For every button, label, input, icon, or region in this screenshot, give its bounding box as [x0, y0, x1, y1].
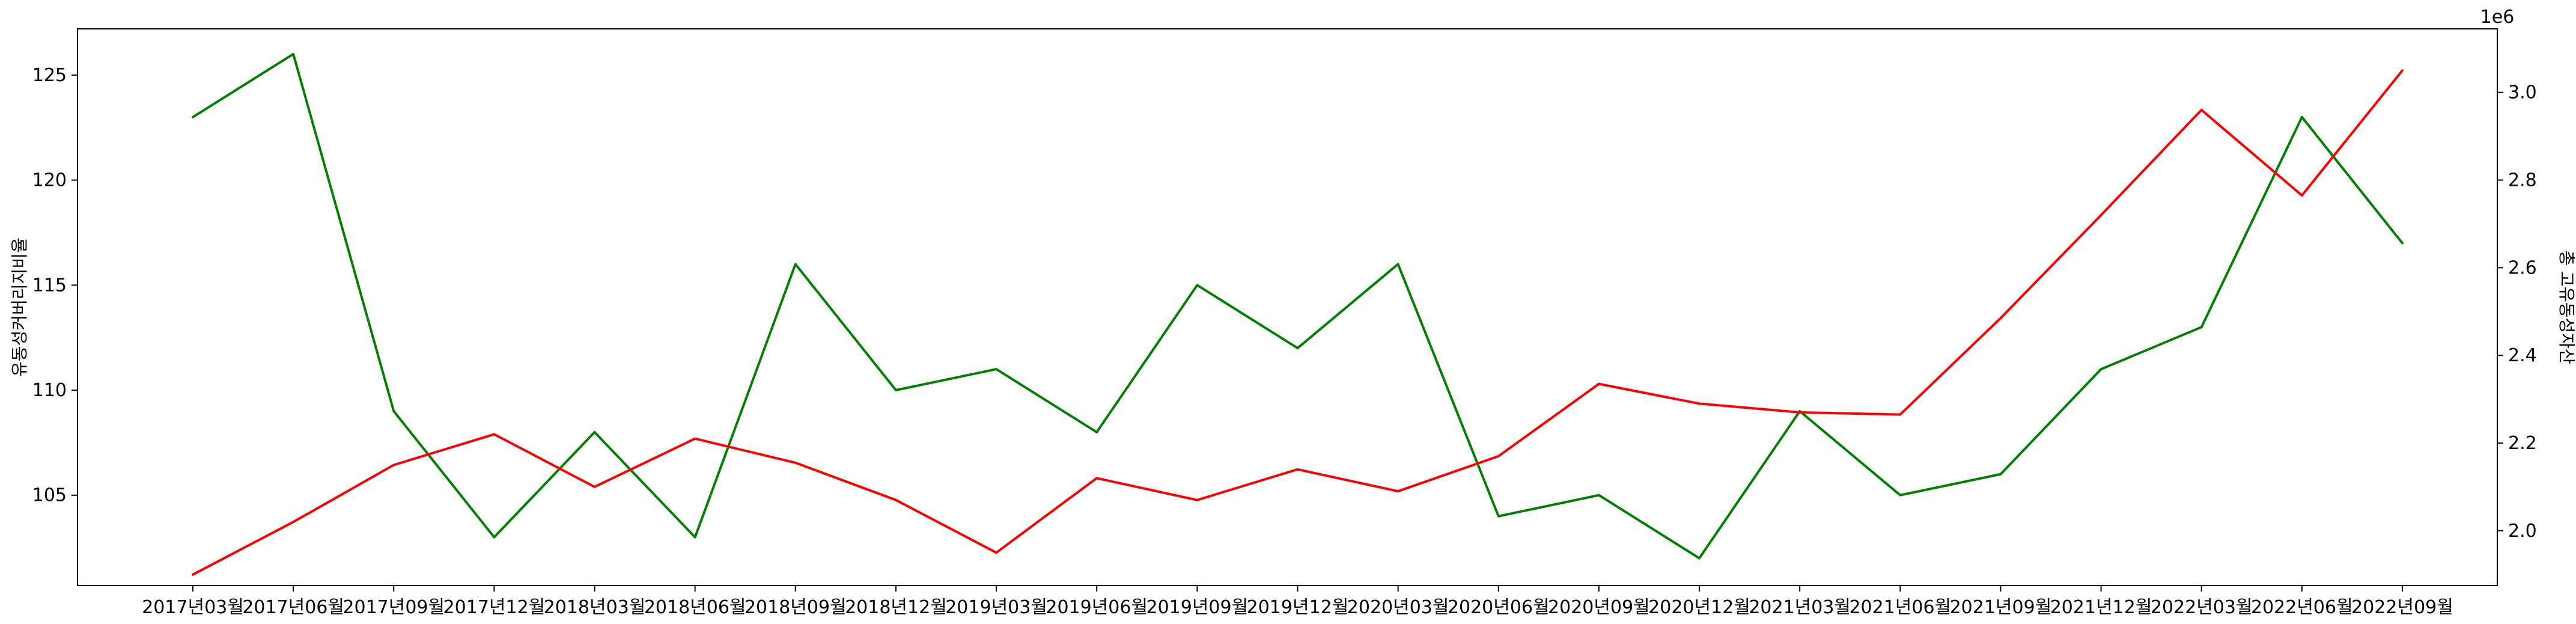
x-tick-label: 2022년09월 — [2351, 597, 2453, 618]
red-series-line — [192, 69, 2404, 576]
x-tick-label: 2021년09월 — [1950, 597, 2052, 618]
left-y-tick-label: 110 — [32, 380, 67, 401]
right-y-axis: 2.0 2.2 2.4 2.6 2.8 3.0 — [2497, 82, 2537, 542]
x-tick-label: 2020년12월 — [1648, 597, 1750, 618]
left-y-tick-label: 120 — [32, 170, 67, 191]
series-layer — [192, 52, 2404, 576]
x-tick-label: 2019년03월 — [945, 597, 1047, 618]
x-tick-label: 2019년06월 — [1046, 597, 1148, 618]
x-tick-label: 2018년03월 — [544, 597, 646, 618]
right-y-tick-label: 2.2 — [2508, 433, 2537, 454]
x-tick-label: 2021년12월 — [2050, 597, 2152, 618]
x-tick-label: 2018년06월 — [644, 597, 746, 618]
x-tick-label: 2017년06월 — [242, 597, 344, 618]
x-tick-label: 2021년03월 — [1749, 597, 1851, 618]
x-tick-label: 2019년12월 — [1247, 597, 1349, 618]
x-tick-label: 2021년06월 — [1849, 597, 1951, 618]
right-y-tick-label: 3.0 — [2508, 82, 2537, 103]
right-y-tick-label: 2.8 — [2508, 170, 2537, 191]
left-y-axis: 105 110 115 120 125 — [32, 65, 78, 506]
left-y-tick-label: 125 — [32, 65, 67, 86]
x-tick-label: 2018년09월 — [744, 597, 847, 618]
left-y-tick-label: 115 — [32, 275, 67, 296]
right-y-tick-label: 2.0 — [2508, 521, 2537, 542]
x-tick-label: 2022년06월 — [2251, 597, 2353, 618]
x-tick-label: 2022년03월 — [2151, 597, 2253, 618]
right-axis-offset-label: 1e6 — [2480, 7, 2515, 28]
x-tick-label: 2018년12월 — [845, 597, 947, 618]
right-y-tick-label: 2.4 — [2508, 345, 2537, 366]
x-axis: 2017년03월2017년06월2017년09월2017년12월2018년03월… — [142, 586, 2453, 618]
x-tick-label: 2020년09월 — [1548, 597, 1650, 618]
x-tick-label: 2017년09월 — [343, 597, 445, 618]
right-y-axis-label: 총 고유동성자산 — [2557, 250, 2576, 364]
x-tick-label: 2017년03월 — [142, 597, 244, 618]
plot-area — [77, 28, 2498, 586]
green-series-line — [192, 52, 2404, 560]
left-y-tick-label: 105 — [32, 485, 67, 506]
x-tick-label: 2020년06월 — [1448, 597, 1550, 618]
right-y-tick-label: 2.6 — [2508, 257, 2537, 278]
x-tick-label: 2017년12월 — [443, 597, 546, 618]
left-y-axis-label: 유동성커버리지비율 — [10, 237, 29, 377]
x-tick-label: 2020년03월 — [1347, 597, 1449, 618]
x-tick-label: 2019년09월 — [1146, 597, 1248, 618]
